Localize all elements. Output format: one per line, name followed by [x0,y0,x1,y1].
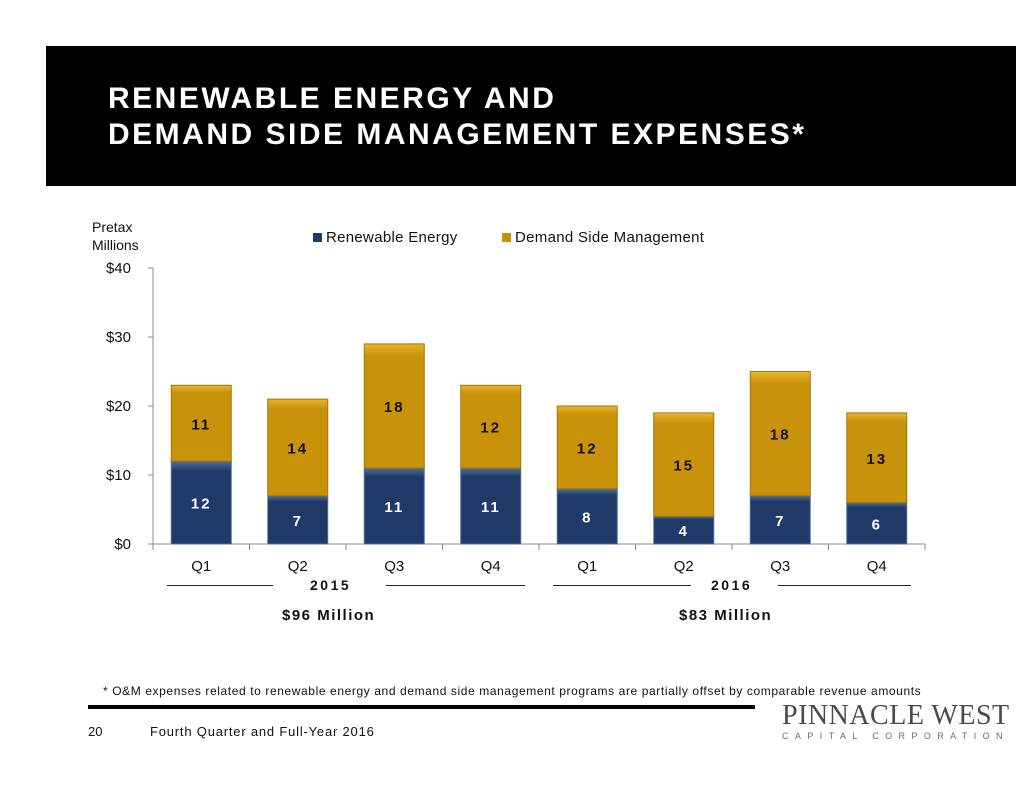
year-2015-rule-left [167,585,273,586]
x-tick-label: Q4 [867,558,887,575]
title-banner: RENEWABLE ENERGY AND DEMAND SIDE MANAGEM… [46,46,1016,186]
bar-dsm [267,398,329,497]
y-tick-label: $30 [106,329,131,346]
company-logo: PINNACLE WEST CAPITAL CORPORATION [782,700,1010,741]
x-tick-label: Q3 [770,558,790,575]
bar-renewable [556,488,618,545]
x-tick-label: Q1 [191,558,211,575]
logo-subtitle: CAPITAL CORPORATION [782,731,1009,741]
y-tick-label: $40 [106,260,131,277]
y-tick-label: $20 [106,398,131,415]
data-label-renewable: 12 [191,496,212,513]
x-tick-label: Q2 [674,558,694,575]
bar-dsm [749,371,811,497]
y-tick-label: $0 [114,536,131,553]
legend-item-dsm: Demand Side Management [502,229,704,246]
year-2016-rule-left [553,585,691,586]
data-label-renewable: 7 [775,513,785,530]
data-label-renewable: 7 [293,513,303,530]
x-tick-label: Q4 [481,558,501,575]
year-label-2015: 2015 [310,577,352,593]
footnote: * O&M expenses related to renewable ener… [103,684,922,698]
bar-dsm [460,384,522,469]
data-label-renewable: 11 [481,499,501,516]
legend-swatch-dsm [502,233,511,242]
data-label-dsm: 13 [866,451,887,468]
logo-name: PINNACLE WEST [782,700,1010,731]
bar-renewable [363,467,425,545]
bar-renewable [846,502,908,545]
data-label-dsm: 12 [577,440,598,457]
data-label-dsm: 18 [384,399,405,416]
total-2015: $96 Million [282,607,376,624]
total-2016: $83 Million [679,607,773,624]
bar-dsm [556,405,618,490]
footer-text: Fourth Quarter and Full-Year 2016 [150,724,375,739]
data-label-dsm: 11 [191,416,211,433]
x-tick-label: Q3 [384,558,404,575]
y-axis-unit-label: Pretax Millions [92,219,139,253]
legend-swatch-renewable [313,233,322,242]
legend-label-dsm: Demand Side Management [515,229,705,246]
bar-renewable [653,515,715,545]
data-label-renewable: 4 [679,523,689,540]
year-2016-rule-right [778,585,911,586]
data-label-renewable: 6 [872,516,882,533]
bar-dsm [653,412,715,517]
data-label-renewable: 8 [582,509,592,526]
bar-renewable [170,460,232,545]
page-number: 20 [88,724,103,739]
footer-divider [88,705,755,709]
data-label-dsm: 15 [673,458,694,475]
legend-item-renewable: Renewable Energy [313,229,458,246]
data-label-renewable: 11 [384,499,404,516]
bar-dsm [363,343,425,469]
y-tick-label: $10 [106,467,131,484]
bar-renewable [749,495,811,545]
bar-dsm [170,384,232,462]
bar-renewable [460,467,522,545]
legend-label-renewable: Renewable Energy [326,229,458,246]
data-label-dsm: 12 [480,420,501,437]
page-title-line-2: DEMAND SIDE MANAGEMENT EXPENSES* [108,118,807,151]
x-tick-label: Q2 [288,558,308,575]
page-title-line-1: RENEWABLE ENERGY AND [108,82,557,115]
year-2015-rule-right [386,585,525,586]
year-label-2016: 2016 [711,577,753,593]
bar-dsm [846,412,908,504]
data-label-dsm: 14 [287,440,308,457]
data-label-dsm: 18 [770,427,791,444]
stacked-bar-chart: $0 $10 $20 $30 $40 12 11 Q1 7 14 Q2 11 18 Q3 11 12 Q4 8 12… [106,260,926,575]
x-tick-label: Q1 [577,558,597,575]
